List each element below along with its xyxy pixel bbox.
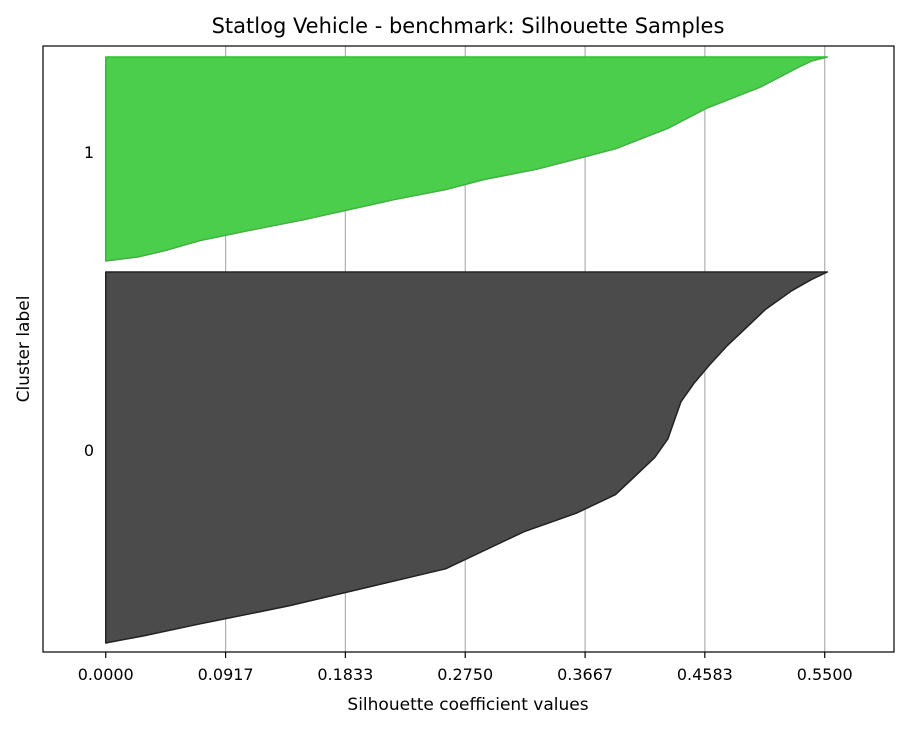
x-tick-label-5: 0.4583 [677,665,733,684]
x-tick-label-4: 0.3667 [557,665,613,684]
y-tick-label-cluster-1: 1 [84,143,94,162]
x-tick-label-2: 0.1833 [317,665,373,684]
silhouette-band-cluster-0 [104,271,829,644]
x-axis-ticks: 0.0000 0.0917 0.1833 0.2750 0.3667 0.4583 0.55… [78,652,853,684]
x-tick-label-6: 0.5500 [797,665,853,684]
chart-title: Statlog Vehicle - benchmark: Silhouette … [212,14,725,38]
y-tick-label-cluster-0: 0 [84,441,94,460]
y-axis-label: Cluster label [14,296,34,403]
x-axis-label: Silhouette coefficient values [347,695,588,715]
plot-area-frame [42,45,895,653]
x-tick-label-3: 0.2750 [437,665,493,684]
y-axis-ticks: 10 [84,143,94,460]
x-tick-label-1: 0.0917 [198,665,254,684]
silhouette-band-cluster-1 [104,56,829,262]
silhouette-bands [104,56,829,644]
x-tick-label-0: 0.0000 [78,665,134,684]
